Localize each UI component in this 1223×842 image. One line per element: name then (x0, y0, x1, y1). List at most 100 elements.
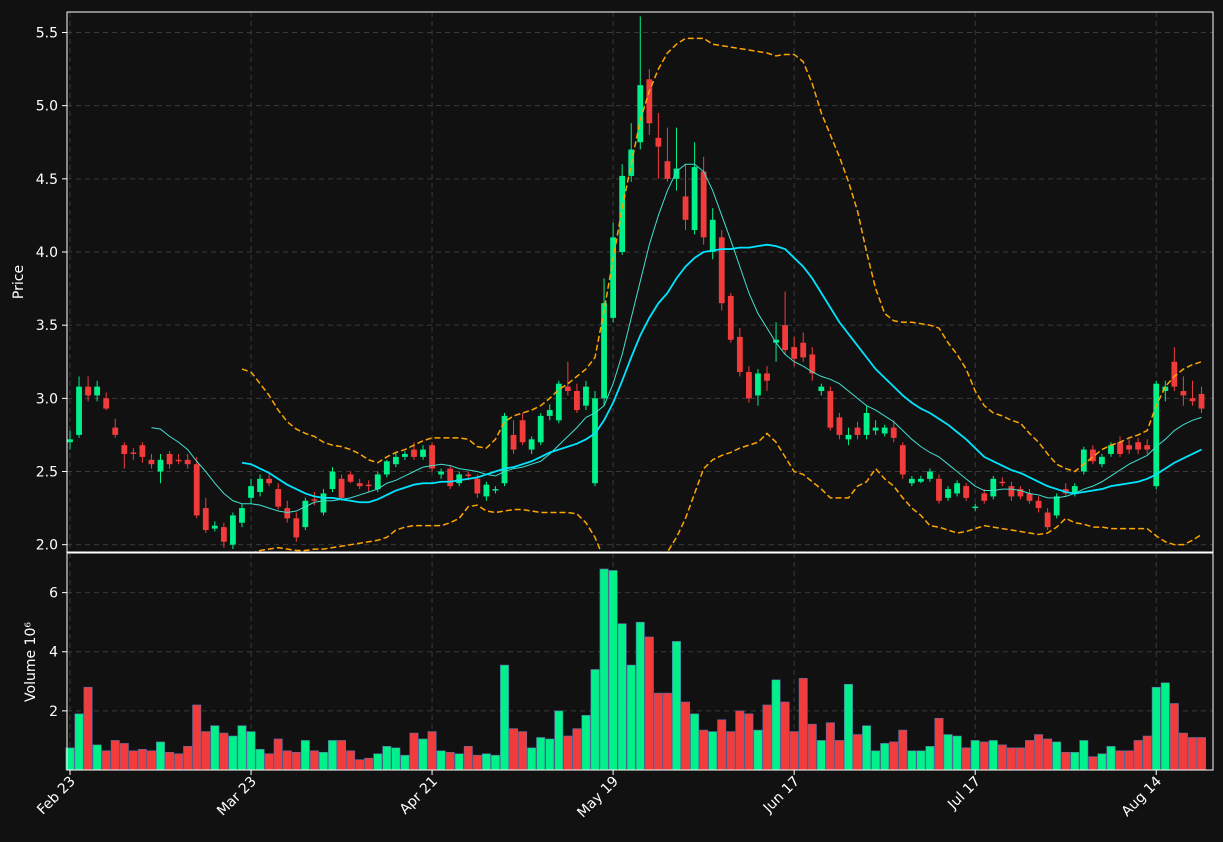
volume-bar (192, 704, 202, 771)
candle-body (456, 474, 463, 484)
volume-bar (635, 621, 645, 771)
candle-body (365, 484, 372, 487)
volume-bar (156, 741, 165, 771)
volume-bar (400, 754, 410, 771)
volume-bar (554, 710, 564, 771)
volume-bar (300, 740, 310, 771)
overlay-line (151, 163, 1202, 513)
price-axis-label: Price (11, 265, 27, 299)
volume-bar (545, 738, 555, 771)
volume-bar (617, 623, 627, 771)
candle-body (1144, 445, 1151, 450)
volume-bar (500, 664, 509, 771)
candle-body (420, 449, 426, 457)
volume-bar (681, 701, 690, 771)
candle-body (809, 354, 816, 374)
candle-body (392, 456, 399, 465)
volume-bar (599, 568, 609, 771)
y-tick-label: 5.0 (36, 99, 58, 115)
volume-bar (318, 751, 328, 771)
volume-bar (409, 732, 419, 771)
volume-bar (527, 747, 537, 771)
volume-axis-label: Volume 10⁶ (23, 622, 39, 702)
volume-bar (1079, 740, 1089, 771)
candle-body (555, 383, 562, 421)
candle-body (917, 478, 924, 482)
volume-bar (581, 715, 591, 771)
price-frame (66, 11, 1214, 553)
candle-body (746, 372, 752, 399)
volume-bar (183, 746, 193, 771)
candle-body (764, 373, 770, 381)
volume-bar (391, 747, 401, 771)
volume-bar (128, 750, 138, 771)
volume-bar (952, 735, 962, 771)
candle-body (601, 303, 607, 399)
candle-body (139, 445, 146, 457)
candle-body (592, 398, 598, 484)
candle-body (863, 412, 870, 435)
candle-body (239, 508, 245, 523)
candle-body (519, 420, 526, 443)
y-tick-label: 3.0 (36, 391, 58, 407)
volume-bar (862, 725, 872, 771)
volume-bar (662, 692, 672, 771)
candle-body (510, 434, 517, 450)
volume-bar (871, 750, 881, 771)
candle-body (836, 417, 843, 435)
volume-bar (282, 750, 292, 771)
candle-body (202, 508, 209, 531)
candle-body (112, 427, 119, 435)
candle-body (872, 427, 879, 431)
volume-bar (92, 744, 102, 771)
volume-bar (219, 732, 229, 771)
y-tick-label: 2.0 (36, 538, 58, 554)
volume-bar (210, 725, 220, 771)
volume-bar (373, 753, 383, 771)
volume-bar (1169, 703, 1179, 771)
candle-body (927, 471, 933, 479)
volume-bar (1034, 734, 1044, 771)
volume-bar (825, 722, 835, 771)
candle-body (1153, 383, 1160, 487)
volume-bar (898, 729, 908, 771)
volume-bar (1052, 741, 1062, 771)
price-marks (67, 16, 1205, 552)
volume-bar (83, 686, 93, 771)
candle-body (1044, 512, 1051, 528)
candle-body (881, 427, 888, 434)
y-tick-label: 2.5 (36, 465, 58, 481)
volume-frame (66, 552, 1214, 771)
candle-body (1180, 391, 1187, 396)
volume-bar (74, 713, 84, 771)
volume-bar (771, 679, 781, 771)
volume-bar (1187, 737, 1197, 771)
candle-body (936, 478, 942, 501)
candle-body (727, 295, 734, 340)
candle-body (1162, 386, 1169, 392)
candle-body (248, 486, 254, 498)
candle-body (664, 161, 671, 179)
candle-body (1135, 442, 1142, 450)
volume-bar (626, 664, 636, 771)
volume-bar (165, 751, 175, 771)
candle-body (999, 481, 1006, 484)
volume-bar (509, 728, 519, 771)
candle-body (311, 499, 318, 501)
volume-bar (110, 740, 120, 771)
candle-body (374, 474, 381, 490)
volume-bar (997, 744, 1007, 771)
volume-bar (970, 740, 980, 771)
candle-body (854, 427, 861, 435)
candle-body (1008, 486, 1015, 497)
volume-bar (563, 735, 573, 771)
volume-bar (382, 746, 392, 771)
candle-body (220, 527, 227, 542)
volume-bar (481, 753, 491, 771)
candle-body (610, 237, 617, 318)
candle-body (800, 342, 807, 358)
volume-bar (490, 754, 500, 771)
candle-body (347, 474, 354, 482)
volume-bar (789, 731, 799, 771)
